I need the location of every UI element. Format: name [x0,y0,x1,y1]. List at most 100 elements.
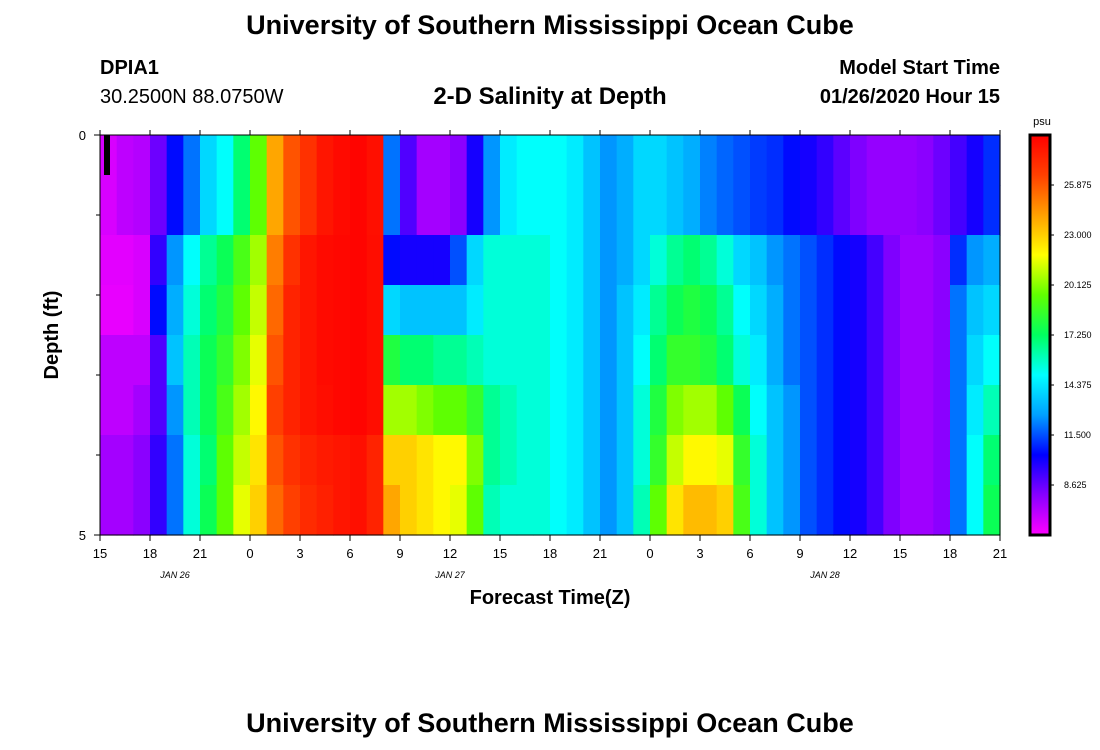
heatmap-cell [883,335,901,386]
heatmap-cell [450,335,468,386]
heatmap-cell [916,185,934,236]
heatmap-cell [733,335,751,386]
heatmap-cell [866,435,884,486]
y-tick-label: 5 [79,528,86,543]
heatmap-cell [883,185,901,236]
heatmap-cell [716,385,734,436]
heatmap-cell [783,285,801,336]
x-tick-label: 21 [993,546,1007,561]
heatmap-cell [550,185,568,236]
heatmap-cell [850,485,868,536]
heatmap-cell [683,335,701,386]
heatmap-cell [666,335,684,386]
heatmap-cell [600,335,618,386]
footer-title: University of Southern Mississippi Ocean… [246,708,854,738]
heatmap-cell [133,235,151,286]
station-coordinates: 30.2500N 88.0750W [100,86,284,108]
heatmap-cell [733,435,751,486]
heatmap-cell [100,235,118,286]
heatmap-cell [700,335,718,386]
heatmap-cell [100,385,118,436]
heatmap-cell [400,235,418,286]
heatmap-cell [300,235,318,286]
heatmap-cell [750,485,768,536]
heatmap-cell [533,235,551,286]
heatmap-cell [783,135,801,186]
heatmap-cell [983,335,1001,386]
heatmap-cell [416,435,434,486]
heatmap-cell [733,235,751,286]
heatmap-cell [866,485,884,536]
heatmap-cell [900,285,918,336]
heatmap-cell [416,335,434,386]
heatmap-cell [116,235,134,286]
x-tick-label: 18 [943,546,957,561]
heatmap-cell [583,235,601,286]
heatmap-cell [716,335,734,386]
heatmap-cell [366,285,384,336]
heatmap-cell [866,185,884,236]
heatmap-cell [666,235,684,286]
heatmap-cell [966,385,984,436]
x-tick-label: 15 [493,546,507,561]
heatmap-cell [883,285,901,336]
heatmap-cell [483,235,501,286]
heatmap-cell [966,235,984,286]
heatmap-cell [650,335,668,386]
heatmap-cell [750,435,768,486]
model-start-label: Model Start Time [839,57,1000,79]
heatmap-cell [650,285,668,336]
heatmap-cell [800,485,818,536]
heatmap-cell [716,135,734,186]
heatmap-cell [150,335,168,386]
colorbar-tick-label: 17.250 [1064,330,1092,340]
heatmap-cell [400,135,418,186]
heatmap-cell [166,485,184,536]
heatmap-cell [350,435,368,486]
heatmap-cell [150,185,168,236]
heatmap-cell [700,285,718,336]
heatmap-cell [550,285,568,336]
heatmap-cell [366,135,384,186]
heatmap-cell [733,185,751,236]
colorbar-tick-label: 8.625 [1064,480,1087,490]
heatmap-cell [616,185,634,236]
heatmap-cell [933,185,951,236]
heatmap-cell [333,435,351,486]
heatmap-cell [833,135,851,186]
heatmap-cell [316,485,334,536]
heatmap-cell [683,385,701,436]
heatmap-cell [500,185,518,236]
heatmap-cell [850,235,868,286]
heatmap-cell [700,185,718,236]
heatmap-cell [616,335,634,386]
colorbar-tick-label: 25.875 [1064,180,1092,190]
heatmap-cell [866,385,884,436]
heatmap-cell [466,235,484,286]
heatmap-cell [900,135,918,186]
heatmap-cell [800,185,818,236]
heatmap-cell [800,385,818,436]
x-tick-label: 3 [296,546,303,561]
heatmap-cell [783,385,801,436]
x-tick-label: 9 [396,546,403,561]
heatmap-cell [750,285,768,336]
x-axis-ticks: 15 18 21 0 3 6 9 12 15 18 21 0 3 6 9 12 15 18 21 [93,130,1007,561]
heatmap-cell [816,135,834,186]
heatmap-cell [583,385,601,436]
heatmap-cell [983,435,1001,486]
heatmap-cell [150,485,168,536]
heatmap-cell [333,335,351,386]
heatmap-cell [483,485,501,536]
heatmap-cell [150,435,168,486]
heatmap-cell [166,185,184,236]
heatmap-cell [983,485,1001,536]
heatmap-cell [350,185,368,236]
heatmap-cell [950,235,968,286]
heatmap-cell [550,385,568,436]
heatmap-cell [133,435,151,486]
heatmap-cell [650,485,668,536]
heatmap-cell [900,485,918,536]
heatmap-cell [650,185,668,236]
